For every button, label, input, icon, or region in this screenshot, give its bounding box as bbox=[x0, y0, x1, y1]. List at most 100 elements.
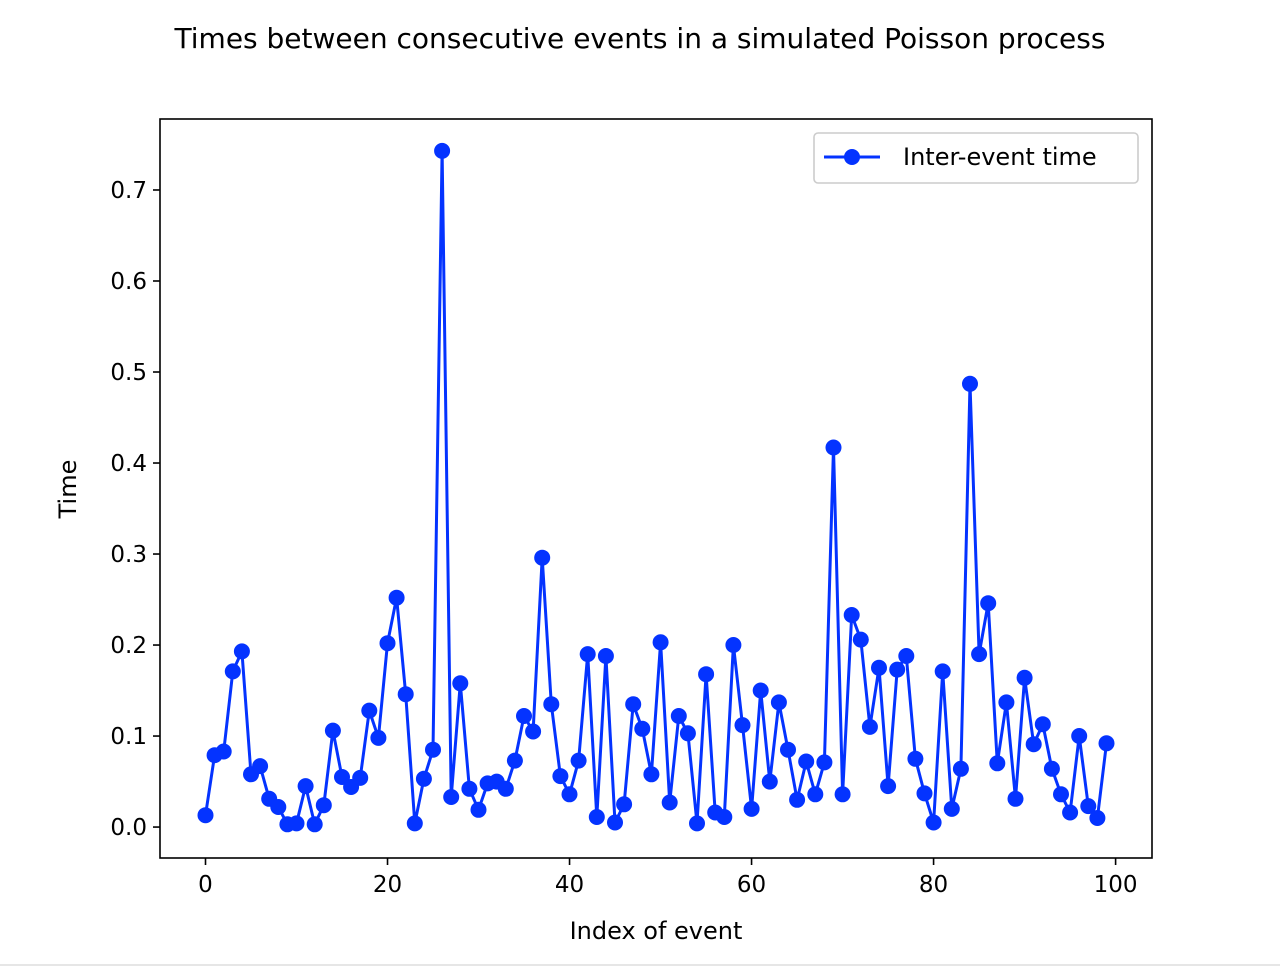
data-point bbox=[570, 752, 587, 769]
data-point bbox=[543, 696, 560, 713]
data-point bbox=[652, 634, 669, 651]
data-point bbox=[1034, 716, 1051, 733]
data-point bbox=[770, 694, 787, 711]
data-point bbox=[406, 815, 423, 832]
data-point bbox=[297, 778, 314, 795]
data-point bbox=[679, 725, 696, 742]
data-point bbox=[1098, 735, 1115, 752]
plot-background bbox=[160, 119, 1152, 858]
data-point bbox=[625, 696, 642, 713]
data-point bbox=[1007, 790, 1024, 807]
data-point bbox=[962, 375, 978, 392]
data-point bbox=[561, 786, 578, 803]
y-tick-label: 0.1 bbox=[110, 724, 147, 750]
data-point bbox=[288, 815, 305, 832]
data-point bbox=[752, 682, 769, 699]
y-axis-label: Time bbox=[54, 460, 82, 520]
data-point bbox=[352, 769, 369, 786]
data-point bbox=[324, 722, 341, 739]
data-point bbox=[834, 786, 851, 803]
data-point bbox=[506, 752, 523, 769]
data-point bbox=[1053, 786, 1069, 803]
data-point bbox=[497, 780, 514, 797]
data-point bbox=[925, 814, 942, 831]
data-point bbox=[1080, 798, 1097, 815]
x-tick-label: 0 bbox=[198, 872, 213, 898]
data-point bbox=[725, 637, 742, 653]
data-point bbox=[980, 595, 997, 612]
data-point bbox=[743, 800, 760, 817]
data-point bbox=[798, 753, 815, 770]
data-point bbox=[233, 643, 250, 660]
data-point bbox=[761, 773, 778, 790]
data-point bbox=[1089, 810, 1106, 826]
data-point bbox=[370, 729, 387, 746]
data-point bbox=[534, 549, 551, 566]
data-point bbox=[807, 786, 824, 803]
x-tick-label: 100 bbox=[1094, 872, 1138, 898]
data-point bbox=[780, 741, 796, 758]
data-point bbox=[443, 789, 460, 805]
data-point bbox=[215, 743, 232, 760]
legend-entry-label: Inter-event time bbox=[903, 143, 1097, 171]
data-point bbox=[634, 720, 651, 737]
data-point bbox=[306, 816, 323, 833]
data-point bbox=[315, 797, 332, 814]
data-point bbox=[361, 702, 378, 719]
data-point bbox=[952, 760, 969, 777]
legend: Inter-event time bbox=[813, 132, 1139, 184]
data-point bbox=[943, 800, 960, 817]
data-point bbox=[734, 717, 751, 734]
x-tick-label: 80 bbox=[919, 872, 948, 898]
data-point bbox=[597, 648, 614, 664]
data-point bbox=[670, 708, 687, 724]
y-tick-label: 0.3 bbox=[110, 542, 147, 568]
data-point bbox=[661, 794, 678, 811]
plot-frame bbox=[159, 118, 1153, 859]
plot-area bbox=[160, 119, 1152, 858]
y-tick-label: 0.5 bbox=[110, 360, 147, 386]
y-tick-label: 0.6 bbox=[110, 269, 147, 295]
data-point bbox=[525, 723, 542, 740]
chart-title: Times between consecutive events in a si… bbox=[174, 22, 1106, 55]
x-tick-label: 20 bbox=[373, 872, 402, 898]
data-point bbox=[971, 646, 988, 663]
data-point bbox=[871, 659, 887, 676]
data-point bbox=[252, 758, 269, 775]
data-point bbox=[689, 815, 705, 832]
data-point bbox=[1025, 736, 1042, 753]
data-point bbox=[1043, 760, 1060, 777]
data-point bbox=[516, 708, 532, 724]
data-point bbox=[1016, 669, 1033, 686]
y-tick-label: 0.7 bbox=[110, 178, 147, 204]
data-point bbox=[388, 589, 405, 606]
data-point bbox=[452, 675, 469, 692]
data-point bbox=[588, 809, 605, 825]
data-point bbox=[716, 809, 733, 825]
data-point bbox=[1071, 728, 1088, 744]
data-point bbox=[998, 694, 1015, 711]
data-point bbox=[989, 755, 1006, 772]
data-point bbox=[425, 741, 441, 758]
data-point bbox=[616, 796, 633, 813]
data-point bbox=[934, 663, 951, 680]
data-point bbox=[224, 663, 241, 680]
data-point bbox=[643, 766, 660, 783]
data-point bbox=[461, 780, 478, 797]
data-point bbox=[861, 718, 878, 735]
data-point bbox=[1062, 804, 1079, 821]
data-point bbox=[579, 646, 596, 663]
data-point bbox=[379, 635, 396, 652]
y-tick-label: 0.0 bbox=[110, 815, 147, 841]
y-tick-label: 0.2 bbox=[110, 633, 147, 659]
x-axis: 0 20 40 60 80 100 bbox=[198, 858, 1138, 898]
data-point bbox=[270, 799, 287, 815]
series-layer bbox=[197, 142, 1115, 833]
data-point bbox=[843, 607, 860, 623]
data-point bbox=[889, 661, 906, 678]
data-point bbox=[698, 666, 715, 683]
data-point bbox=[470, 801, 487, 818]
data-point bbox=[852, 631, 869, 648]
data-point bbox=[552, 768, 569, 785]
